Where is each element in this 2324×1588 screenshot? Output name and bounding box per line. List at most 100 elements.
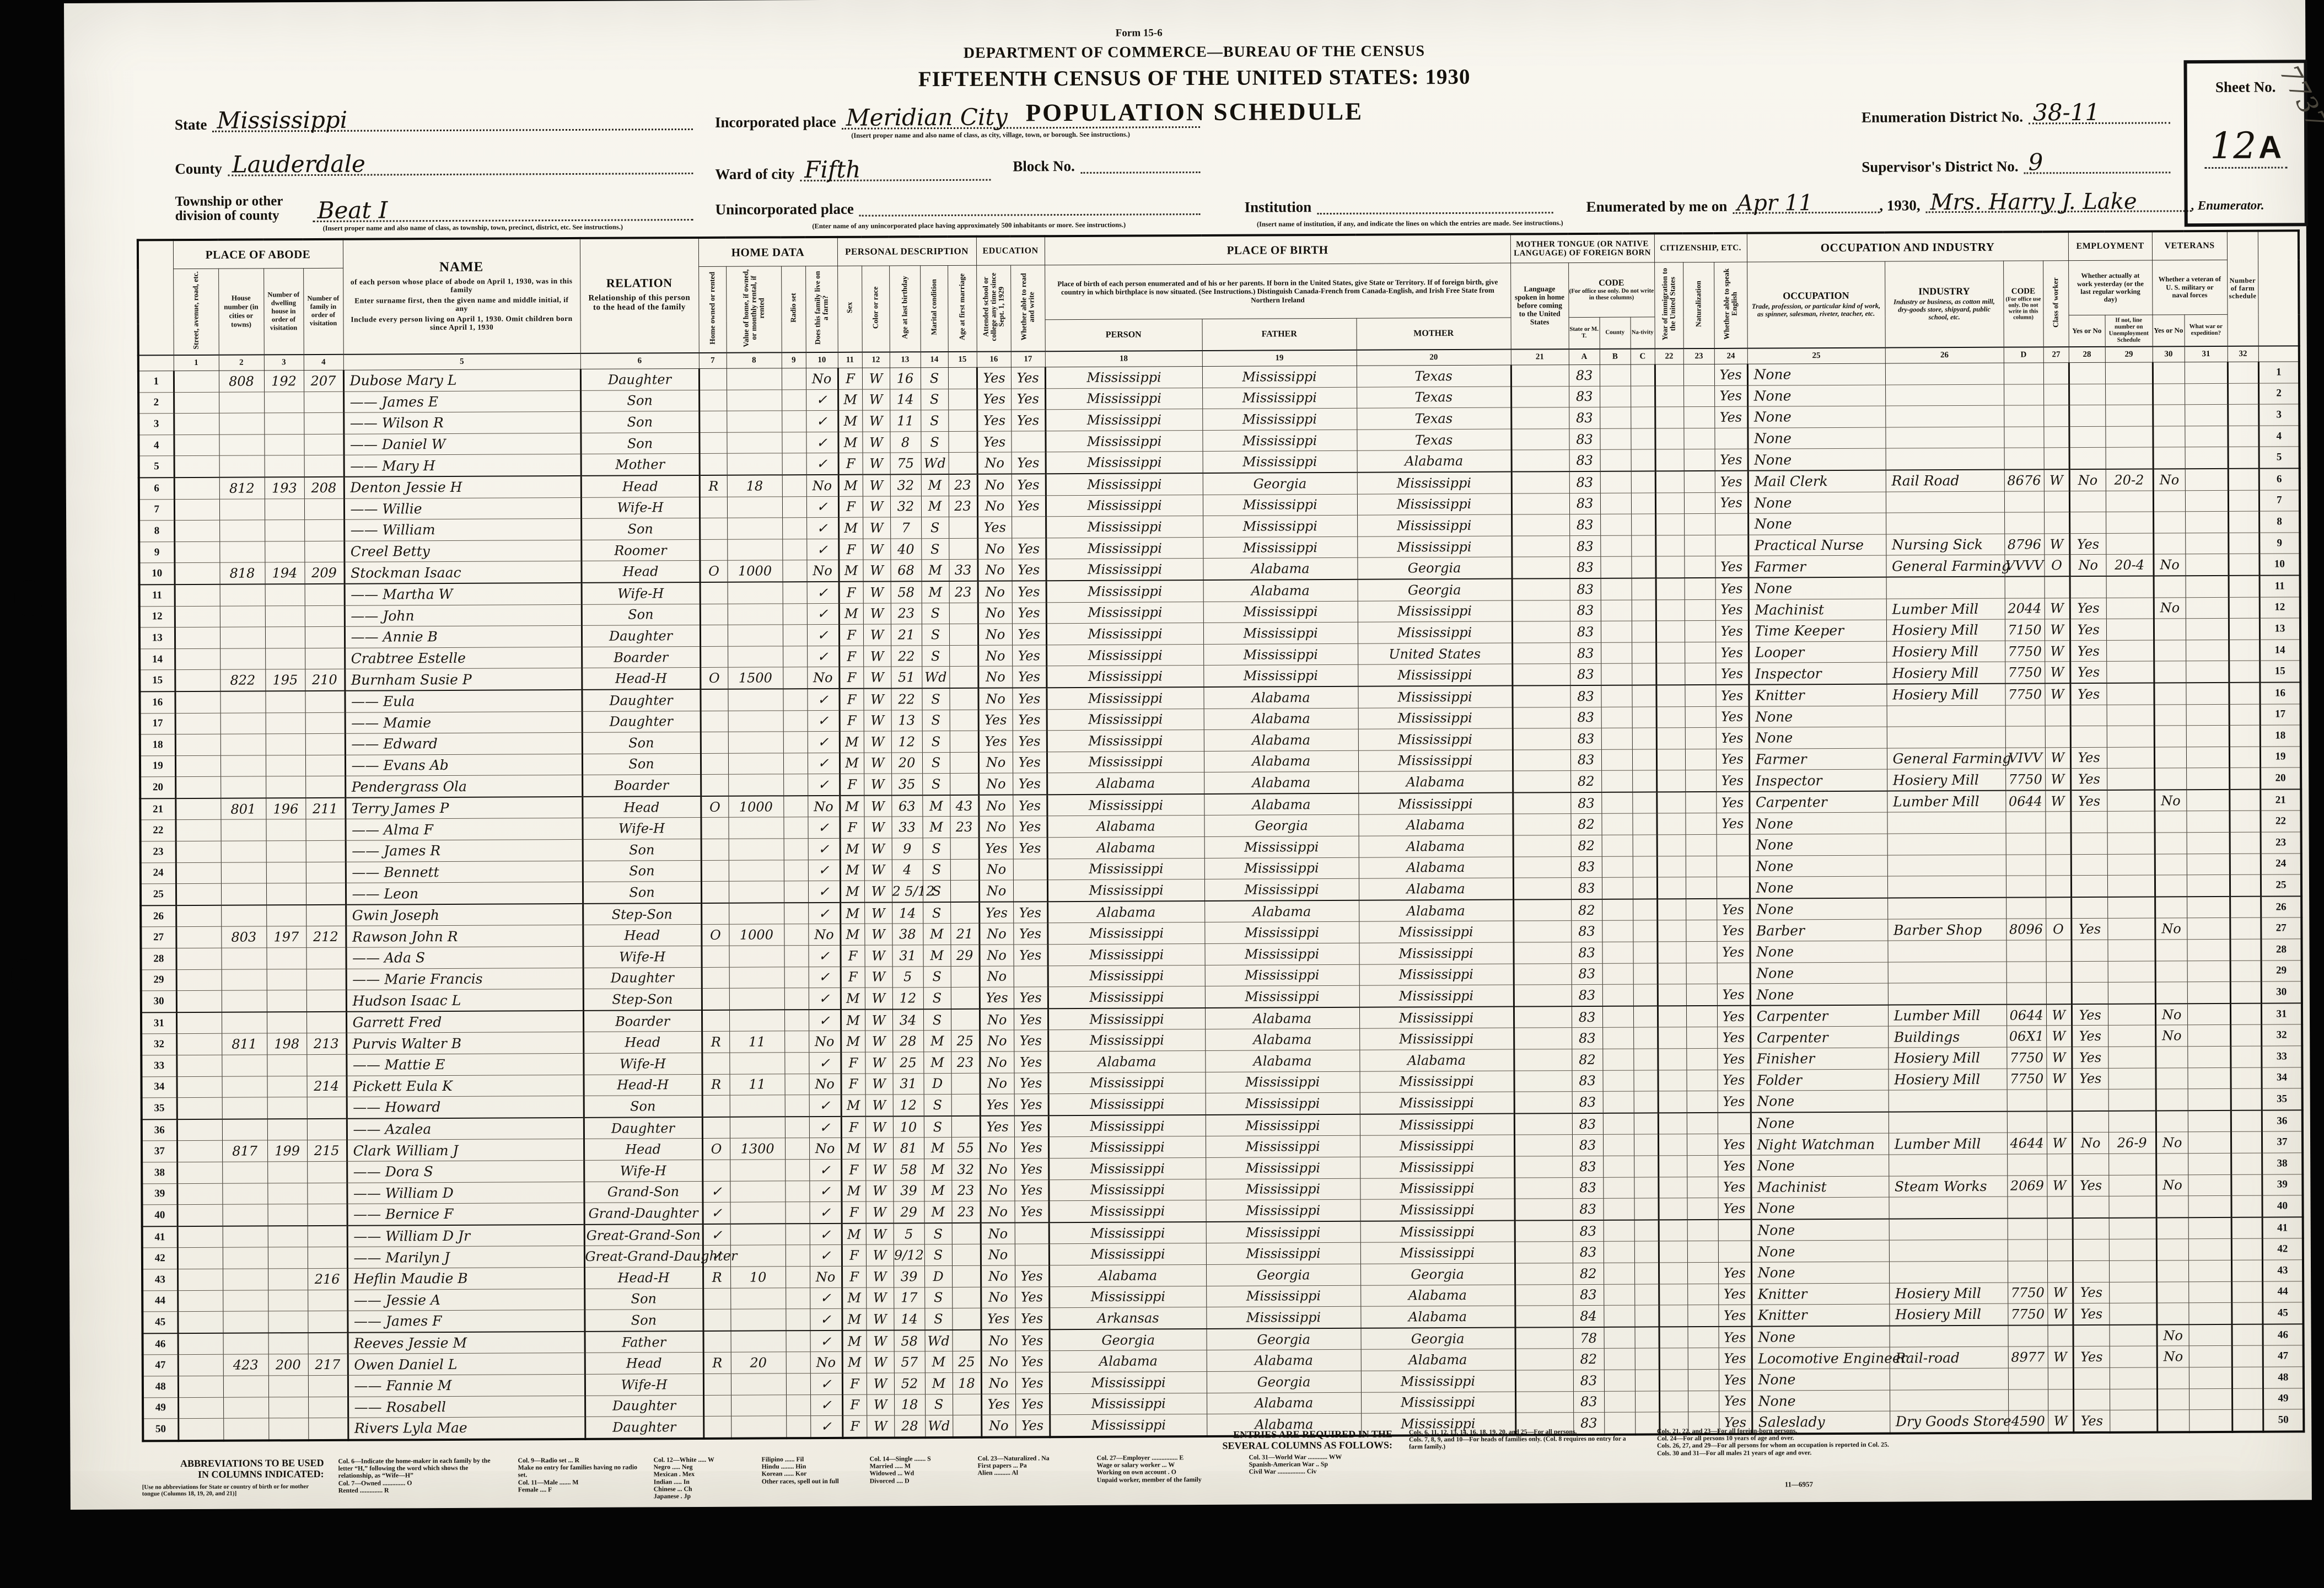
cell-cD: 8796 <box>2004 533 2045 555</box>
cell-val <box>731 1394 787 1417</box>
abbreviations-block: ABBREVIATIONS TO BE USED IN COLUMNS INDI… <box>142 1453 1376 1503</box>
col-street: Street, avenue, road, etc. <box>173 269 219 356</box>
cell-c27 <box>2044 491 2070 512</box>
cell-cA: 82 <box>1570 813 1602 835</box>
cell-c31 <box>2186 682 2229 705</box>
cell-street <box>175 862 221 884</box>
column-number: 31 <box>2184 346 2228 362</box>
cell-cA: 83 <box>1570 663 1601 685</box>
cell-c30 <box>2156 1367 2189 1389</box>
cell-name: Rivers Lyla Mae <box>348 1417 585 1440</box>
cell-c29 <box>2109 1367 2158 1389</box>
cell-c30 <box>2153 576 2186 598</box>
cell-fam <box>308 1418 348 1440</box>
cell-c30 <box>2153 447 2185 469</box>
column-number: 9 <box>781 352 806 368</box>
cell-lang <box>1512 663 1570 686</box>
cell-c32 <box>2229 811 2261 833</box>
cell-ind <box>1885 426 2004 449</box>
cell-race: W <box>867 1394 895 1416</box>
cell-c28 <box>2071 982 2108 1004</box>
cell-cD <box>2005 812 2046 834</box>
cell-eng: Yes <box>1714 385 1748 407</box>
cell-street <box>176 969 222 991</box>
cell-c31 <box>2185 468 2229 491</box>
cell-dw <box>267 1076 307 1098</box>
cell-farm: ✓ <box>809 1180 842 1202</box>
cell-c27 <box>2046 961 2072 983</box>
cell-dw <box>268 1332 308 1355</box>
cell-street <box>173 371 219 393</box>
cell-cD: VIVV <box>2005 747 2046 769</box>
cell-bp: Mississippi <box>1046 665 1204 688</box>
cell-val <box>728 689 783 711</box>
col-age-first-marriage: Age at first marriage <box>948 265 977 352</box>
cell-cA: 83 <box>1570 685 1601 707</box>
cell-c28: Yes <box>2069 533 2106 555</box>
cell-race: W <box>863 667 891 689</box>
cell-lang <box>1511 578 1570 600</box>
cell-house <box>222 1247 268 1269</box>
cell-c29 <box>2105 383 2153 405</box>
cell-age: 33 <box>891 817 923 839</box>
cell-cA: 83 <box>1571 984 1603 1006</box>
column-number: 4 <box>303 354 343 371</box>
col-marital: Marital condition <box>920 265 948 352</box>
cell-ind: Barber Shop <box>1887 919 2006 941</box>
cell-cC <box>1631 599 1656 621</box>
cell-street <box>175 712 220 734</box>
col-code-county: County <box>1599 317 1631 349</box>
cell-dw <box>264 391 304 414</box>
cell-c29: 26-9 <box>2108 1132 2156 1154</box>
cell-sch: No <box>980 1051 1014 1073</box>
cell-rw: Yes <box>1010 367 1046 389</box>
cell-age: 12 <box>892 987 924 1010</box>
cell-val: 1300 <box>730 1138 786 1160</box>
cell-bf: Mississippi <box>1202 450 1357 473</box>
cell-age: 13 <box>891 710 922 732</box>
cell-fam <box>306 1011 347 1034</box>
cell-house <box>219 391 265 414</box>
cell-farm: ✓ <box>809 1223 842 1245</box>
cell-fam: 210 <box>305 669 345 691</box>
cell-cC <box>1634 1284 1659 1306</box>
cell-sex: M <box>842 1287 867 1309</box>
column-number: 21 <box>1510 349 1569 366</box>
cell-lineL: 45 <box>142 1311 178 1334</box>
incorporated-value: Meridian City <box>846 103 1008 131</box>
cell-sch: Yes <box>976 367 1012 389</box>
cell-sex: M <box>841 1095 865 1117</box>
cell-lineR: 10 <box>2259 554 2300 576</box>
cell-street <box>174 477 219 500</box>
cell-rel: Daughter <box>582 710 701 733</box>
cell-c23 <box>1685 813 1717 835</box>
cell-cD <box>2004 384 2044 406</box>
sheet-letter-value: A <box>2258 129 2282 165</box>
cell-agem <box>948 410 977 432</box>
cell-mar: M <box>923 923 951 945</box>
cell-bm: Georgia <box>1357 557 1512 580</box>
cell-fam <box>306 904 346 927</box>
institution-note: (Insert name of institution, if any, and… <box>1256 219 1563 228</box>
cell-name: Burnham Susie P <box>345 668 582 691</box>
cell-ind <box>1886 576 2005 599</box>
cell-eng: Yes <box>1714 406 1748 428</box>
cell-street <box>175 819 221 841</box>
cell-mar: S <box>923 1115 952 1138</box>
cell-lineR: 22 <box>2260 811 2301 833</box>
cell-c27: W <box>2045 747 2071 769</box>
cell-bp: Alabama <box>1047 772 1204 795</box>
cell-occ: None <box>1750 941 1888 963</box>
cell-val <box>727 432 782 454</box>
cell-lang <box>1511 493 1570 515</box>
cell-rel: Head <box>581 560 700 583</box>
cell-val: 1000 <box>729 924 784 946</box>
cell-sex: F <box>841 1052 865 1074</box>
cell-eng: Yes <box>1715 641 1749 663</box>
cell-agem <box>951 1222 981 1244</box>
cell-c30 <box>2154 854 2187 876</box>
cell-mar: Wd <box>921 452 949 475</box>
cell-cA: 83 <box>1568 364 1600 387</box>
cell-mar: S <box>921 603 949 624</box>
column-number <box>2258 346 2300 362</box>
